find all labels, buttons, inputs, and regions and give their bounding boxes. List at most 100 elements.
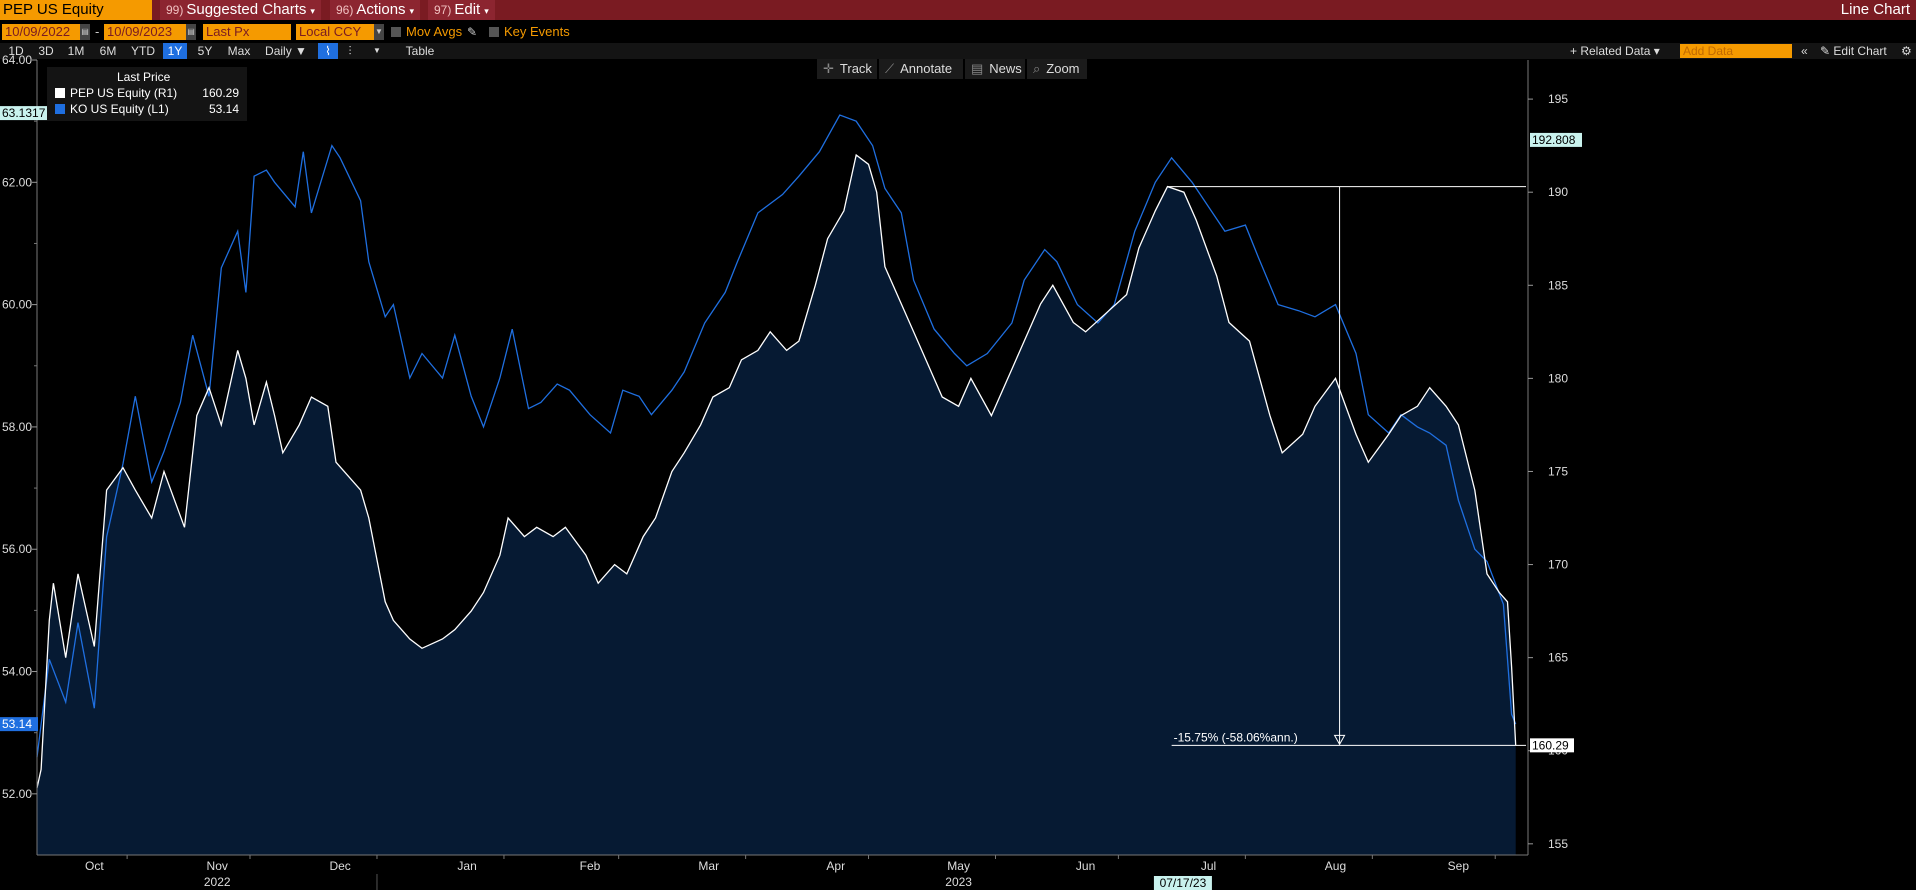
mov-avgs-checkbox[interactable]	[391, 27, 401, 37]
right-tick-label: 175	[1548, 464, 1568, 478]
crosshair-icon: ✛	[823, 61, 834, 76]
related-data-button[interactable]: + Related Data ▾	[1570, 44, 1660, 58]
left-tick-label: 60.00	[2, 298, 32, 312]
currency-selector[interactable]: Local CCY	[296, 24, 374, 40]
right-tick-label: 155	[1548, 837, 1568, 851]
collapse-icon[interactable]: «	[1801, 44, 1808, 58]
period-ytd[interactable]: YTD	[131, 44, 155, 58]
track-label: Track	[839, 61, 872, 76]
table-button[interactable]: Table	[405, 44, 435, 58]
chart-axes: 52.00 54.00 56.00 58.00 60.00 62.00 64.00 155 16…	[0, 53, 1582, 890]
pencil-icon[interactable]: ✎	[467, 25, 478, 39]
right-last-flag: 160.29	[1532, 738, 1569, 752]
left-tick-label: 54.00	[2, 665, 32, 679]
magnifier-icon: ⌕	[1033, 61, 1041, 76]
annotate-button[interactable]: ⟋ Annotate	[879, 59, 963, 79]
period-6m[interactable]: 6M	[99, 44, 117, 58]
end-date-field[interactable]: 10/09/2023	[104, 24, 186, 40]
menu-number: 96)	[336, 3, 354, 17]
ticker-input[interactable]: PEP US Equity	[0, 0, 152, 20]
right-tick-label: 180	[1548, 371, 1568, 385]
x-tick-label: Jun	[1076, 859, 1095, 873]
calendar-icon[interactable]: ▤	[80, 24, 90, 40]
edit-menu[interactable]: 97) Edit ▾	[428, 0, 495, 20]
caret-down-icon: ▾	[409, 6, 415, 16]
menu-label: Edit	[454, 1, 481, 18]
date-flag-box	[1153, 876, 1212, 890]
left-tick-label: 52.00	[2, 787, 32, 801]
gear-icon[interactable]: ⚙	[1901, 44, 1912, 58]
frequency-selector[interactable]: Daily ▼	[265, 44, 307, 58]
legend-entry-value: 53.14	[208, 102, 239, 116]
drawdown-annotation: -15.75% (-58.06%ann.)	[1167, 186, 1526, 746]
x-tick-label: Jan	[457, 859, 476, 873]
suggested-charts-menu[interactable]: 99) Suggested Charts ▾	[160, 0, 321, 20]
menu-label: Suggested Charts	[186, 1, 307, 18]
pep-area-fill	[37, 155, 1516, 855]
legend-header: Last Price	[117, 70, 171, 84]
period-1y[interactable]: 1Y	[163, 43, 187, 59]
x-tick-label: Dec	[329, 859, 350, 873]
pep-series-line	[36, 153, 1517, 789]
key-events-label[interactable]: Key Events	[504, 24, 570, 39]
chevron-down-icon[interactable]: ▼	[374, 24, 384, 40]
chart-type-title: Line Chart	[1840, 1, 1910, 18]
left-tick-label: 64.00	[2, 53, 32, 67]
legend-entry-pep[interactable]: PEP US Equity (R1) 160.29	[55, 86, 245, 100]
legend-entry-ko[interactable]: KO US Equity (L1) 53.14	[55, 102, 245, 116]
period-5y[interactable]: 5Y	[197, 44, 213, 58]
start-date-field[interactable]: 10/09/2022	[2, 24, 80, 40]
track-button[interactable]: ✛ Track	[817, 59, 877, 79]
options-row: 10/09/2022 ▤ - 10/09/2023 ▤ Last Px Loca…	[0, 24, 1916, 42]
right-tick-label: 195	[1548, 92, 1568, 106]
left-last-flag-box	[0, 717, 38, 732]
menu-number: 99)	[166, 3, 184, 17]
x-tick-label: Jul	[1201, 859, 1216, 873]
annotation-label: -15.75% (-58.06%ann.)	[1174, 730, 1298, 744]
x-tick-label: Apr	[826, 859, 845, 873]
x-tick-label: Nov	[207, 859, 228, 873]
period-max[interactable]: Max	[227, 44, 251, 58]
right-last-flag-box	[1530, 738, 1574, 753]
add-data-input[interactable]: Add Data	[1680, 44, 1792, 58]
mov-avgs-label[interactable]: Mov Avgs	[406, 24, 463, 39]
pep-color-swatch	[55, 88, 65, 98]
legend-entry-name: PEP US Equity (R1)	[70, 86, 178, 100]
annotation-arrowhead	[1333, 734, 1346, 746]
zoom-label: Zoom	[1046, 61, 1080, 76]
news-button[interactable]: ▤ News	[965, 59, 1025, 79]
bar-style-icon[interactable]: ⫶	[348, 44, 352, 58]
news-icon: ▤	[971, 61, 984, 76]
right-tick-label: 190	[1548, 185, 1568, 199]
date-separator: -	[95, 24, 100, 39]
left-tick-label: 58.00	[2, 420, 32, 434]
year-label: 2023	[945, 875, 972, 889]
field-selector[interactable]: Last Px	[203, 24, 291, 40]
x-tick-label: May	[947, 859, 970, 873]
menu-number: 97)	[434, 3, 452, 17]
caret-down-icon: ▾	[484, 6, 489, 16]
chart-legend: Last Price PEP US Equity (R1) 160.29 KO …	[47, 67, 247, 121]
x-tick-label: Mar	[698, 859, 719, 873]
edit-chart-button[interactable]: ✎ Edit Chart	[1820, 44, 1887, 58]
caret-down-icon: ▾	[310, 6, 315, 16]
period-1m[interactable]: 1M	[67, 44, 85, 58]
legend-entry-name: KO US Equity (L1)	[70, 102, 169, 116]
menu-label: Actions	[356, 1, 406, 18]
x-tick-label: Oct	[85, 859, 104, 873]
date-flag-label: 07/17/23	[1160, 876, 1207, 890]
chevron-down-icon[interactable]: ▼	[373, 46, 381, 55]
period-3d[interactable]: 3D	[38, 44, 54, 58]
year-label: 2022	[204, 875, 231, 889]
line-chart-icon[interactable]: ⌇	[318, 43, 338, 59]
top-bar: PEP US Equity 99) Suggested Charts ▾ 96) Ac…	[0, 0, 1916, 20]
calendar-icon[interactable]: ▤	[186, 24, 196, 40]
left-last-flag: 53.14	[2, 717, 32, 731]
actions-menu[interactable]: 96) Actions ▾	[330, 0, 421, 20]
zoom-button[interactable]: ⌕ Zoom	[1027, 59, 1087, 79]
left-tick-label: 62.00	[2, 175, 32, 189]
period-1d[interactable]: 1D	[8, 44, 24, 58]
ko-series-line	[36, 114, 1517, 758]
key-events-checkbox[interactable]	[489, 27, 499, 37]
right-tick-label: 165	[1548, 651, 1568, 665]
